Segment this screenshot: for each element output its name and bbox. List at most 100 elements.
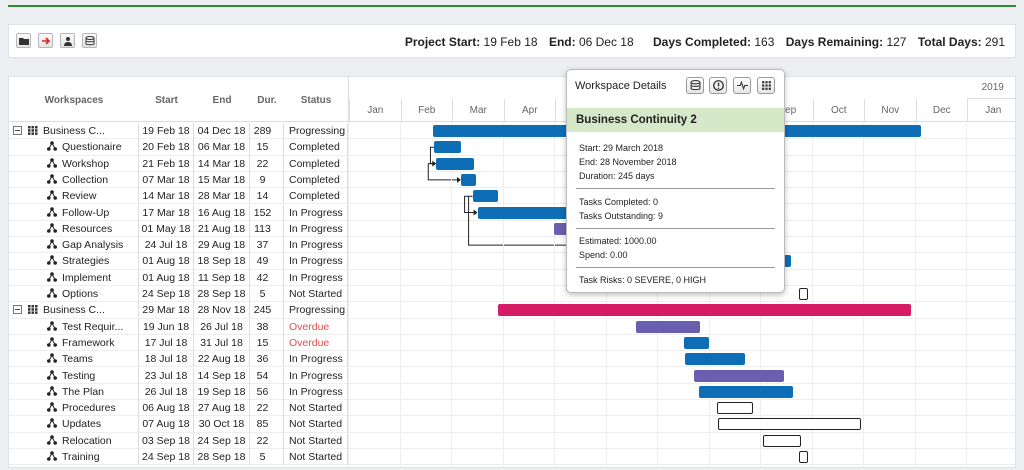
row-start: 17 Mar 18 — [139, 204, 194, 221]
days-completed-label: Days Completed: — [653, 35, 752, 49]
col-dur[interactable]: Dur. — [257, 95, 277, 106]
workspace-group-row[interactable]: Business C... 29 Mar 18 28 Nov 18 245 Progre… — [9, 302, 1015, 319]
task-row[interactable]: Updates 07 Aug 18 30 Oct 18 85 Not Started — [9, 416, 1015, 433]
gantt-bar[interactable] — [763, 434, 802, 447]
gantt-bar[interactable] — [716, 402, 754, 415]
alert-icon[interactable] — [709, 77, 727, 94]
row-start: 01 May 18 — [139, 220, 194, 237]
grid-icon[interactable] — [757, 77, 775, 94]
popup-title: Workspace Details — [575, 80, 667, 92]
popup-tasks-outstanding: Tasks Outstanding: 9 — [579, 211, 664, 221]
row-dur: 56 — [250, 383, 284, 400]
row-dur: 15 — [250, 334, 284, 351]
row-name: Strategies — [62, 255, 110, 268]
task-row[interactable]: Framework 17 Jul 18 31 Jul 18 15 Overdue — [9, 334, 1015, 352]
row-status: In Progress — [284, 253, 348, 270]
gantt-bar[interactable] — [497, 304, 912, 317]
task-row[interactable]: Procedures 06 Aug 18 27 Aug 18 22 Not Starte… — [9, 400, 1015, 417]
task-row[interactable]: Questionaire 20 Feb 18 06 Mar 18 15 Complete… — [9, 139, 1015, 156]
month-gridline — [966, 122, 967, 467]
task-row[interactable]: Relocation 03 Sep 18 24 Sep 18 22 Not Starte… — [9, 432, 1015, 449]
gantt-bar[interactable] — [799, 451, 809, 463]
gantt-bar[interactable] — [683, 336, 709, 349]
task-tree-icon — [47, 222, 57, 233]
row-name: Resources — [62, 222, 113, 235]
database-icon[interactable] — [686, 77, 704, 94]
gantt-bar[interactable] — [698, 385, 793, 398]
month-gridline — [605, 122, 607, 467]
gantt-bar[interactable] — [718, 418, 862, 431]
row-status: Completed — [284, 188, 348, 205]
gantt-bar[interactable] — [434, 141, 461, 154]
task-row[interactable]: Teams 18 Jul 18 22 Aug 18 36 In Progress — [9, 351, 1015, 368]
row-name: Updates — [62, 418, 102, 431]
workspace-group-row[interactable]: Business C... 19 Feb 18 04 Dec 18 289 Progre… — [9, 123, 1015, 140]
grid-icon — [28, 305, 38, 315]
task-row[interactable]: Training 24 Sep 18 28 Sep 18 5 Not Started — [9, 449, 1015, 466]
arrow-right-icon[interactable] — [38, 33, 53, 48]
row-dur: 49 — [250, 253, 284, 270]
popup-spend: Spend: 0.00 — [579, 250, 628, 260]
task-tree-icon — [47, 157, 57, 168]
task-row[interactable]: Test Requir... 19 Jun 18 26 Jul 18 38 Overdu… — [9, 318, 1015, 335]
popup-end: End: 28 November 2018 — [579, 157, 677, 167]
row-dur: 36 — [250, 351, 284, 368]
gantt-bar[interactable] — [472, 190, 498, 203]
task-row[interactable]: Workshop 21 Feb 18 14 Mar 18 22 Completed — [9, 155, 1015, 172]
row-end: 14 Sep 18 — [194, 367, 250, 384]
task-row[interactable]: Review 14 Mar 18 28 Mar 18 14 Completed — [9, 188, 1015, 205]
task-row[interactable]: Gap Analysis 24 Jul 18 29 Aug 18 37 In Progr… — [9, 237, 1015, 254]
gantt-bar[interactable] — [636, 320, 701, 333]
task-row[interactable]: Strategies 01 Aug 18 18 Sep 18 49 In Progres… — [9, 253, 1015, 270]
row-name-cell: Framework — [9, 334, 139, 351]
gantt-bar[interactable] — [685, 353, 746, 366]
row-name-cell: Review — [9, 188, 139, 205]
gantt-bar[interactable] — [799, 288, 809, 300]
task-row[interactable]: Implement 01 Aug 18 11 Sep 18 42 In Progress — [9, 269, 1015, 286]
row-name-cell: Test Requir... — [9, 318, 139, 335]
row-status: Not Started — [284, 432, 348, 449]
row-status: Overdue — [284, 334, 348, 351]
row-name-cell: Workshop — [9, 155, 139, 172]
user-icon[interactable] — [60, 33, 75, 48]
col-status[interactable]: Status — [300, 95, 332, 106]
task-row[interactable]: Resources 01 May 18 21 Aug 18 113 In Progres… — [9, 220, 1015, 238]
row-end: 04 Dec 18 — [194, 123, 250, 139]
row-name: Implement — [62, 271, 112, 284]
project-start-label: Project Start: — [404, 35, 481, 49]
gantt-bar[interactable] — [460, 173, 476, 186]
task-row[interactable]: Testing 23 Jul 18 14 Sep 18 54 In Progress — [9, 367, 1015, 384]
pulse-icon[interactable] — [733, 77, 751, 94]
popup-workspace-name: Business Continuity 2 — [567, 108, 784, 132]
popup-divider — [576, 228, 775, 229]
task-tree-icon — [47, 434, 57, 445]
task-row[interactable]: The Plan 26 Jul 18 19 Sep 18 56 In Progress — [9, 383, 1015, 401]
month-label: Jan — [349, 99, 401, 122]
row-name-cell: Options — [9, 286, 139, 302]
row-name-cell: Collection — [9, 171, 139, 188]
row-start: 14 Mar 18 — [139, 188, 194, 205]
row-status: Completed — [284, 171, 348, 188]
month-gridline — [914, 122, 916, 467]
col-end[interactable]: End — [212, 95, 232, 106]
days-remaining-value: 127 — [886, 35, 907, 49]
row-start: 23 Jul 18 — [139, 367, 194, 384]
row-dur: 113 — [250, 220, 284, 237]
task-tree-icon — [47, 402, 57, 412]
collapse-icon[interactable] — [13, 126, 22, 135]
col-start[interactable]: Start — [155, 95, 178, 106]
month-gridline — [760, 122, 761, 467]
month-gridline — [399, 122, 401, 467]
gantt-bar[interactable] — [693, 369, 785, 382]
task-row[interactable]: Options 24 Sep 18 28 Sep 18 5 Not Started — [9, 286, 1015, 303]
popup-estimated: Estimated: 1000.00 — [579, 236, 657, 246]
collapse-icon[interactable] — [13, 305, 22, 315]
database-icon[interactable] — [82, 33, 97, 48]
end-value: 06 Dec 18 — [578, 35, 634, 49]
task-row[interactable]: Collection 07 Mar 18 15 Mar 18 9 Completed — [9, 171, 1015, 189]
gantt-bar[interactable] — [436, 157, 475, 170]
row-name: Review — [62, 190, 97, 203]
col-workspaces[interactable]: Workspaces — [44, 95, 104, 106]
folder-icon[interactable] — [16, 33, 31, 48]
row-name: Framework — [62, 336, 115, 349]
